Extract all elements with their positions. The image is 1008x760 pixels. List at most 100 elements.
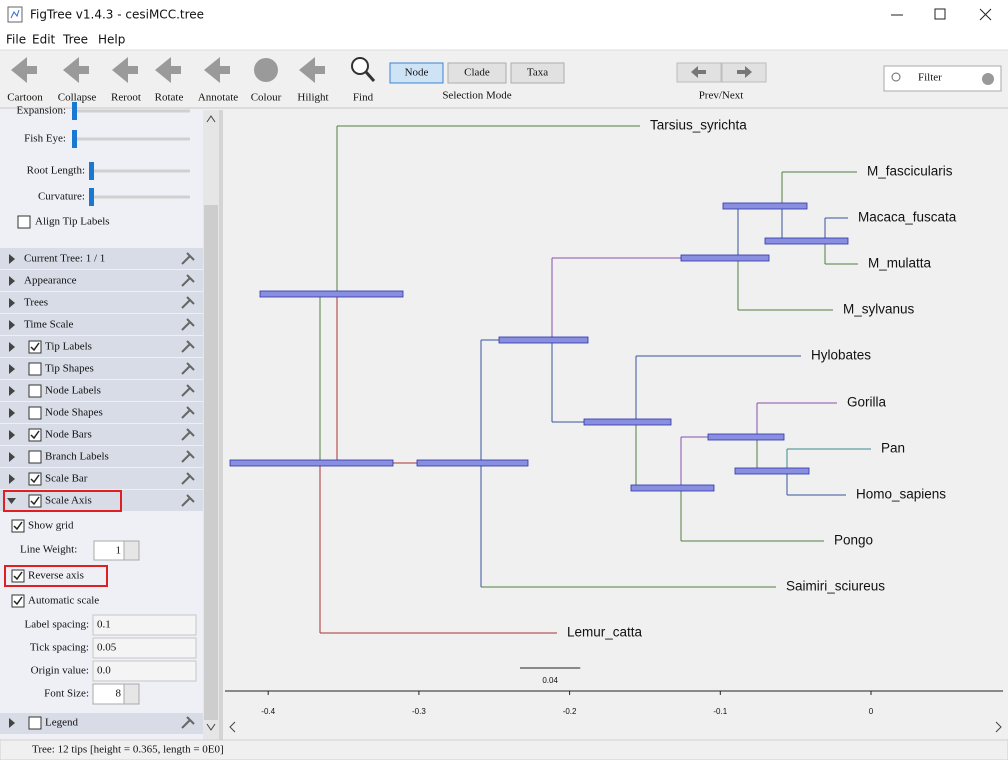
section-header[interactable] [0,248,203,269]
section-checkbox[interactable] [28,384,42,398]
section-header[interactable] [0,292,203,313]
app-icon-glyph [10,9,20,19]
field-input[interactable] [92,637,197,659]
section-header[interactable] [0,468,203,489]
tool-icon [364,71,376,82]
spinner-buttons[interactable] [123,540,140,561]
section-header[interactable] [0,314,203,335]
splitter[interactable] [219,110,223,740]
section-header[interactable] [0,380,203,401]
pin-icon [181,472,195,485]
section-arrow [9,474,15,484]
node-bar[interactable] [416,459,529,467]
node-bar[interactable] [764,237,849,245]
section-checkbox[interactable] [28,406,42,420]
node-bar[interactable] [734,467,810,475]
node-bar[interactable] [229,459,394,467]
node-bar[interactable] [583,418,672,426]
mode-button[interactable] [389,62,444,84]
node-bar[interactable] [259,290,404,298]
align-tip-checkbox[interactable] [17,215,31,229]
field-input[interactable] [92,614,197,636]
filter-box[interactable] [883,65,1002,92]
slider-thumb[interactable] [89,162,94,180]
menu-item[interactable]: Tree [62,33,88,47]
section-header[interactable] [0,402,203,423]
field-input[interactable] [92,660,197,682]
section-header[interactable] [0,713,203,734]
maximize-button[interactable] [934,8,946,20]
scroll-right[interactable] [995,721,1002,733]
axis-tick-label: -0.1 [713,707,727,716]
pin-icon [181,428,195,441]
section-checkbox[interactable] [28,428,42,442]
slider-label: Root Length: [27,165,85,177]
tool-label[interactable]: Reroot [111,92,141,104]
node-bar[interactable] [498,336,589,344]
line-weight-value: 1 [116,545,122,557]
section-arrow [9,718,15,728]
tool-label[interactable]: Colour [251,92,282,104]
spinner-buttons[interactable] [123,683,140,705]
tool-label[interactable]: Find [353,92,374,104]
section-header[interactable] [0,490,203,511]
menu-item[interactable]: Edit [32,33,56,47]
tip-label: Pan [881,441,905,456]
tool-label[interactable]: Collapse [58,92,97,104]
menu-item[interactable]: Help [98,33,125,47]
node-bar[interactable] [680,254,770,262]
align-tip-label: Align Tip Labels [35,216,110,228]
legend-checkbox[interactable] [28,716,42,730]
node-bar[interactable] [630,484,715,492]
panel-scroll-thumb[interactable] [204,205,218,720]
scroll-up[interactable] [206,115,216,123]
slider-label: Curvature: [38,191,85,203]
section-checkbox[interactable] [28,472,42,486]
reverse-axis-checkbox[interactable] [11,569,25,583]
font-size-value: 8 [116,688,122,700]
tip-label: Lemur_catta [567,625,643,640]
scroll-down[interactable] [206,723,216,731]
tip-label: M_sylvanus [843,302,915,317]
section-checkbox-tick [30,496,40,506]
automatic-scale-checkbox[interactable] [11,594,25,608]
section-arrow [9,452,15,462]
section-label: Current Tree: 1 / 1 [24,253,105,265]
section-checkbox[interactable] [28,362,42,376]
menu-item[interactable]: File [6,33,26,47]
section-header[interactable] [0,270,203,291]
tool-label[interactable]: Annotate [198,92,238,104]
section-checkbox[interactable] [28,494,42,508]
mode-button[interactable] [510,62,565,84]
section-arrow [9,408,15,418]
section-header[interactable] [0,358,203,379]
node-bar[interactable] [707,433,785,441]
mode-button[interactable] [447,62,507,84]
section-checkbox[interactable] [28,450,42,464]
scroll-left[interactable] [229,721,236,733]
tool-icon [299,57,325,83]
section-header[interactable] [0,446,203,467]
section-label: Scale Bar [45,473,88,485]
slider-thumb[interactable] [72,130,77,148]
section-header[interactable] [0,424,203,445]
status-bar [0,739,1008,760]
section-label: Appearance [24,275,77,287]
section-checkbox[interactable] [28,340,42,354]
slider-thumb[interactable] [72,102,77,120]
tip-label: M_mulatta [868,256,932,271]
close-button[interactable] [979,8,992,21]
section-arrow [9,342,15,352]
filter-clear[interactable] [982,73,994,85]
filter-icon [891,72,901,82]
node-bar[interactable] [722,202,808,210]
automatic-scale-label: Automatic scale [28,595,99,607]
slider-thumb[interactable] [89,188,94,206]
tool-label[interactable]: Hilight [297,92,328,104]
tool-label[interactable]: Rotate [155,92,184,104]
tip-label: Tarsius_syrichta [650,118,747,133]
show-grid-checkbox[interactable] [11,519,25,533]
section-header[interactable] [0,336,203,357]
tool-label[interactable]: Cartoon [7,92,43,104]
tip-label: Hylobates [811,348,871,363]
